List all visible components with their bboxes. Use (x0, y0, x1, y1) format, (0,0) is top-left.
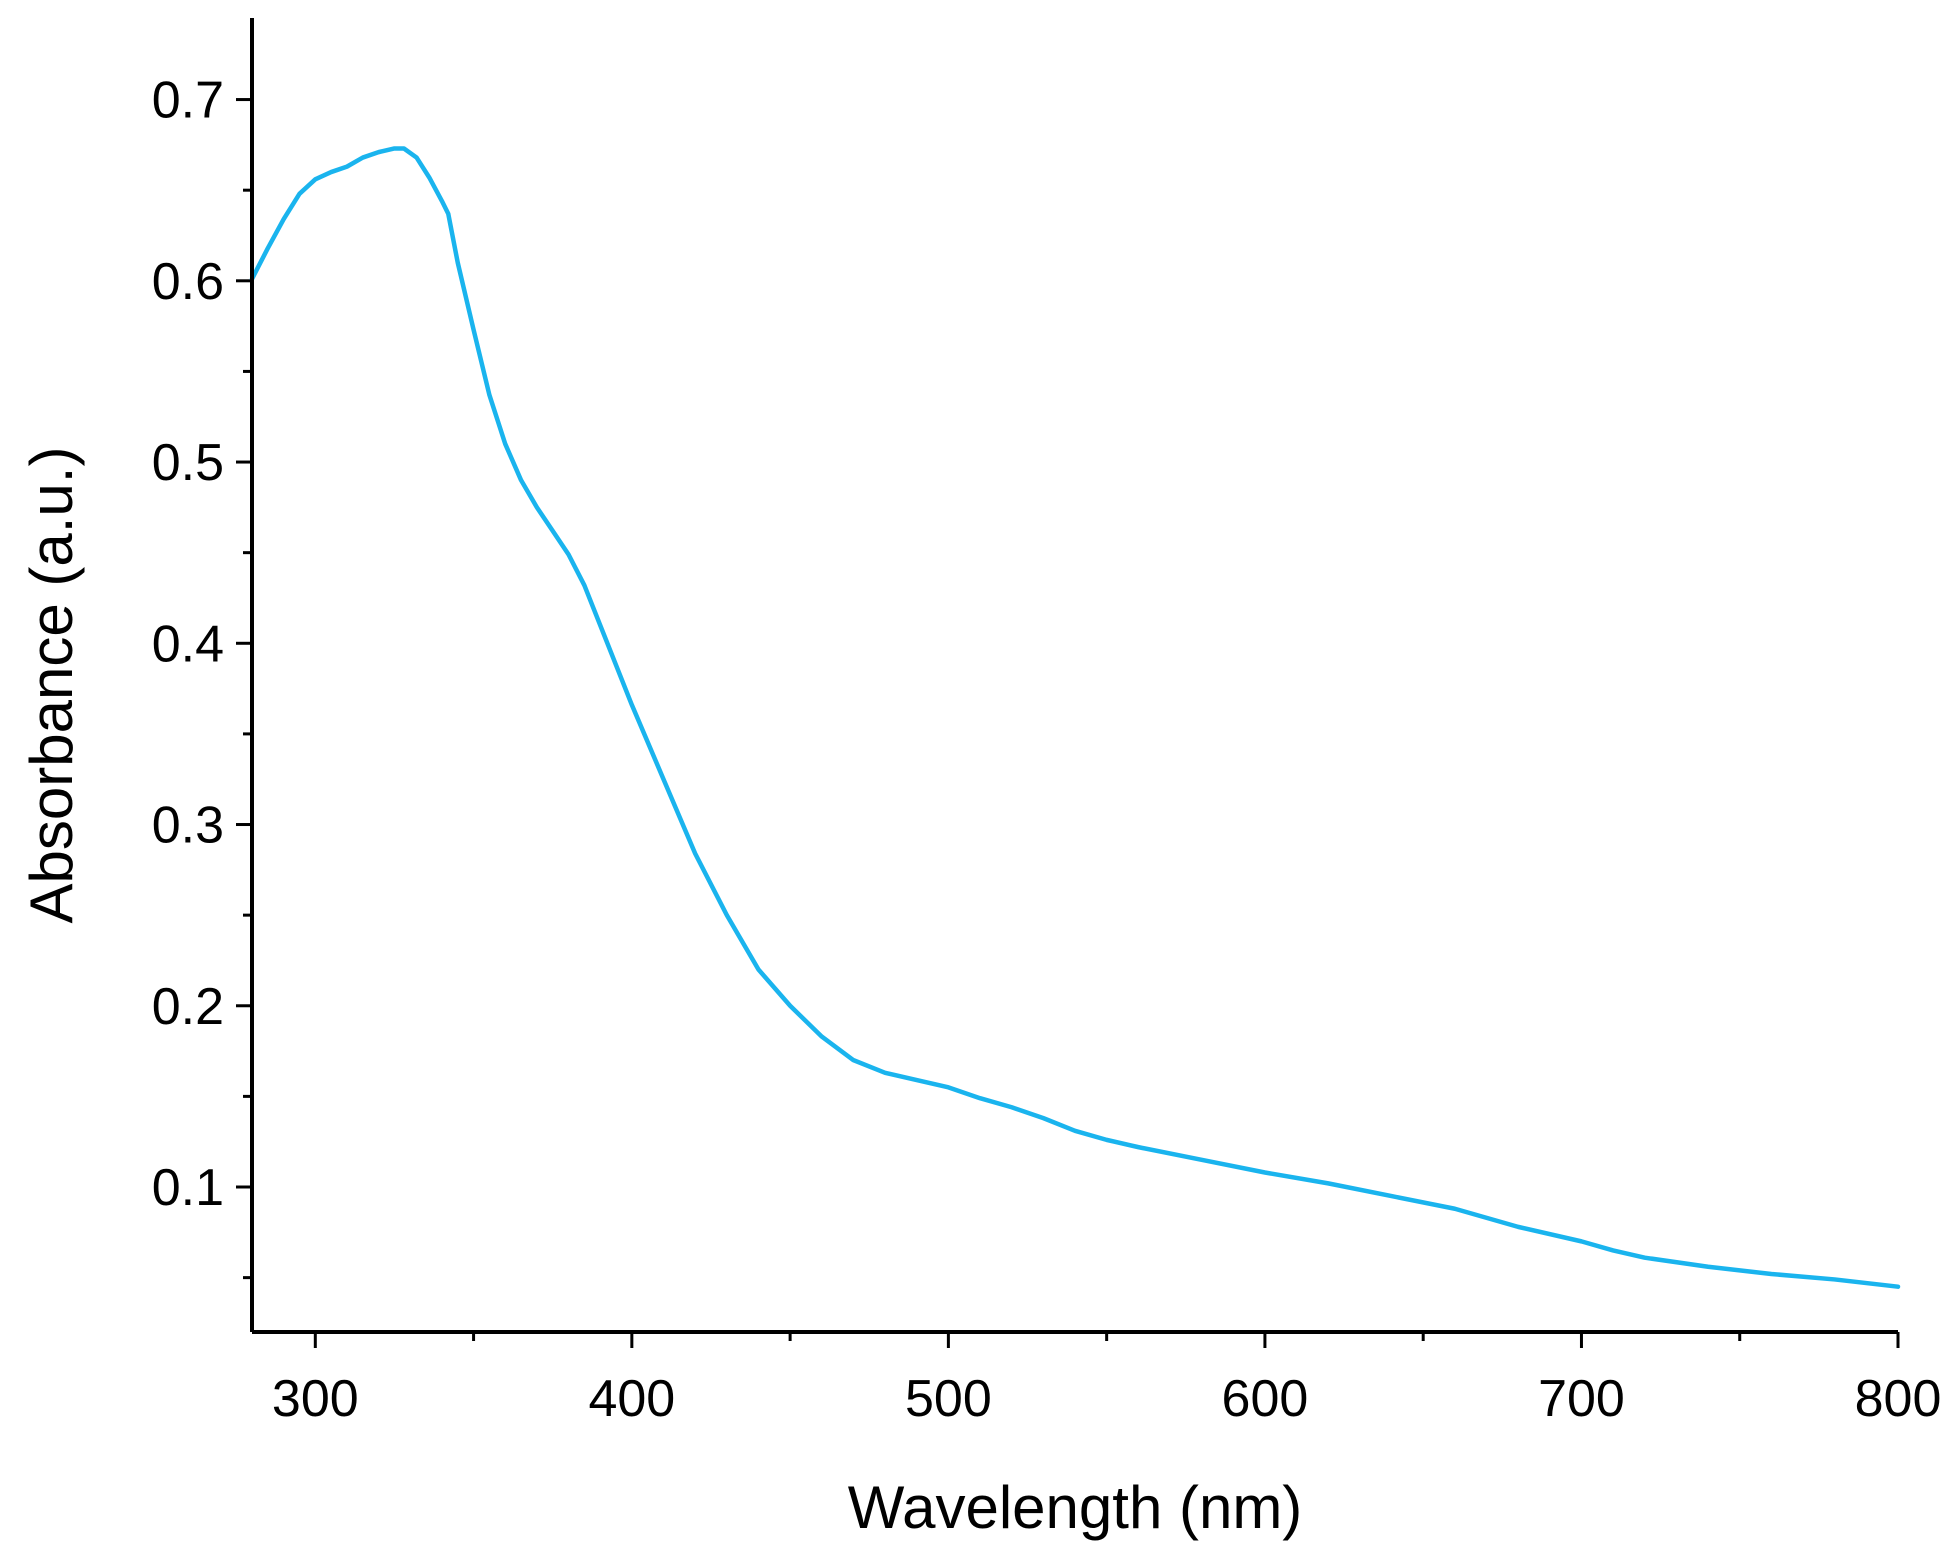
y-tick-label: 0.4 (152, 615, 224, 673)
x-tick-label: 300 (272, 1370, 359, 1428)
x-tick-label: 500 (905, 1370, 992, 1428)
tick-labels-layer: 300 400 500 600 700 800 0.1 0.2 0.3 0.4 0.5 0.6 0.7 (152, 72, 1942, 1428)
x-tick-label: 800 (1855, 1370, 1942, 1428)
series-layer (249, 146, 1901, 1289)
y-tick-label: 0.5 (152, 434, 224, 492)
ticks-layer (236, 98, 1900, 1348)
axes-layer (250, 18, 1898, 1334)
y-tick-label: 0.3 (152, 797, 224, 855)
y-tick-label: 0.6 (152, 253, 224, 311)
absorbance-series-line (249, 146, 1901, 1289)
y-tick-label: 0.7 (152, 72, 224, 130)
y-tick-label: 0.2 (152, 978, 224, 1036)
y-axis-title: Absorbance (a.u.) (18, 447, 85, 924)
x-tick-label: 600 (1222, 1370, 1309, 1428)
x-tick-label: 700 (1538, 1370, 1625, 1428)
x-axis-title: Wavelength (nm) (848, 1474, 1303, 1541)
x-tick-label: 400 (588, 1370, 675, 1428)
y-tick-label: 0.1 (152, 1159, 224, 1217)
